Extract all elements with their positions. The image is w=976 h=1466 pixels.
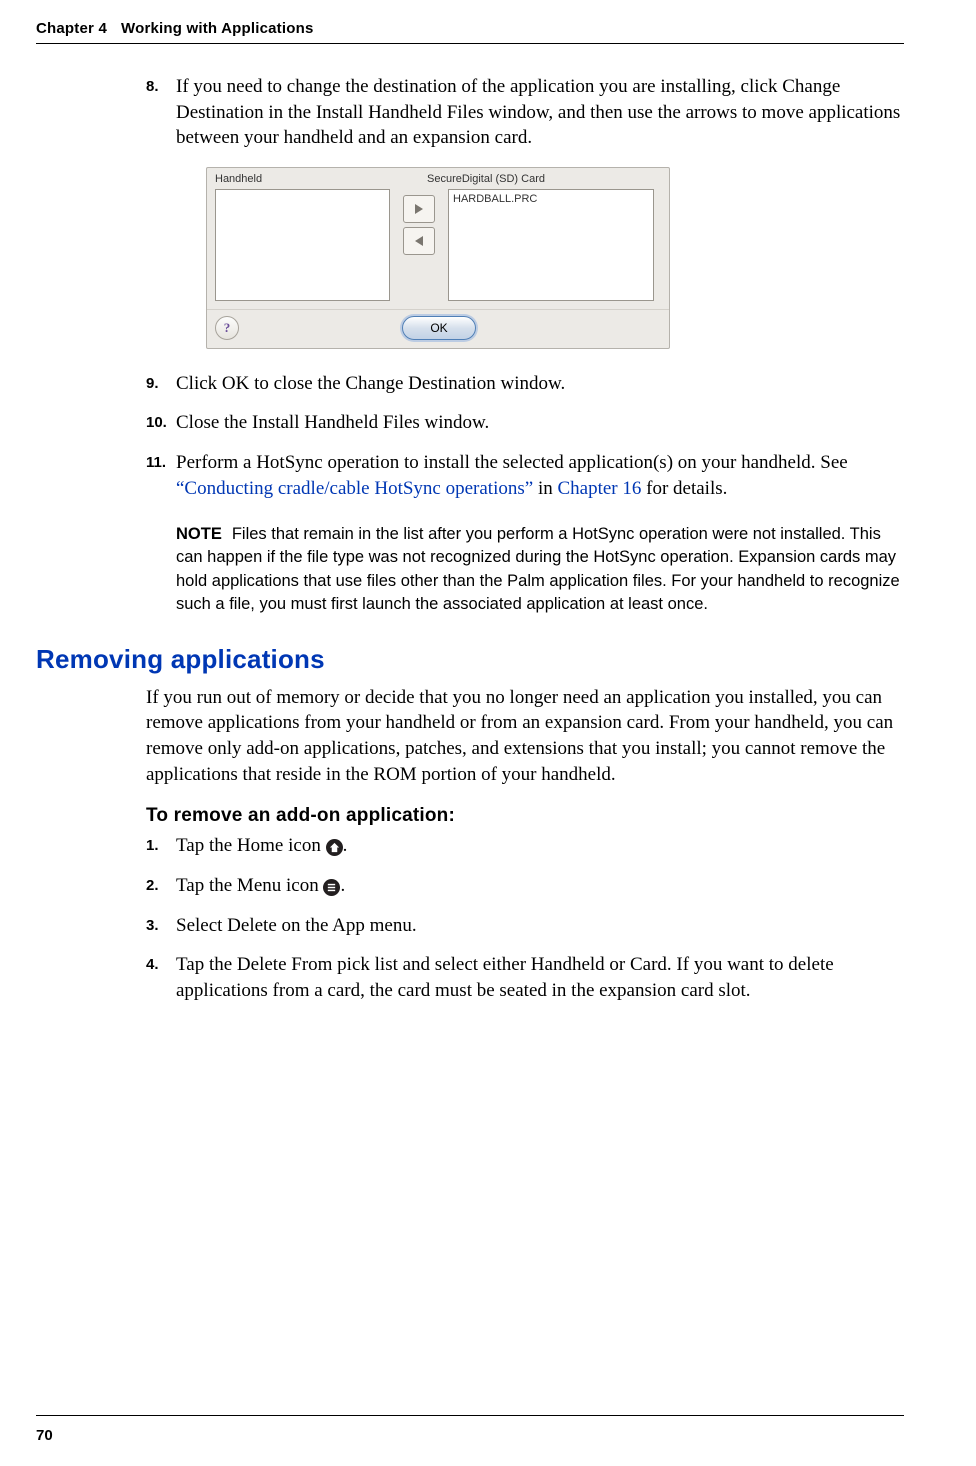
step-list-primary: 8. If you need to change the destination… [146,74,904,501]
chapter-title: Working with Applications [121,20,314,37]
step-number: 3. [146,913,159,936]
step-text-post: for details. [641,478,727,499]
note-block: NOTEFiles that remain in the list after … [176,523,904,615]
step-text: Close the Install Handheld Files window. [176,412,489,433]
sd-card-label: SecureDigital (SD) Card [427,172,545,187]
list-item: 3. Select Delete on the App menu. [146,913,904,939]
note-label: NOTE [176,525,222,543]
step-number: 4. [146,952,159,975]
card-listbox[interactable]: HARDBALL.PRC [448,189,654,301]
step-text: Select Delete on the App menu. [176,915,417,936]
ok-label: OK [430,320,447,336]
chapter-link[interactable]: Chapter 16 [557,478,641,499]
step-text: If you need to change the destination of… [176,76,900,148]
list-item[interactable]: HARDBALL.PRC [453,192,649,207]
menu-icon [323,879,340,896]
chapter-label: Chapter 4 [36,20,107,37]
help-button[interactable]: ? [215,316,239,340]
ok-button[interactable]: OK [402,316,476,340]
step-number: 1. [146,833,159,856]
section-heading: Removing applications [36,644,904,675]
move-left-button[interactable] [403,227,435,255]
step-number: 2. [146,873,159,896]
handheld-listbox[interactable] [215,189,390,301]
list-item: 9. Click OK to close the Change Destinat… [146,371,904,397]
list-item: 10. Close the Install Handheld Files win… [146,410,904,436]
triangle-right-icon [413,203,425,215]
step-number: 9. [146,371,159,394]
handheld-label: Handheld [215,172,427,187]
page-number: 70 [36,1427,53,1444]
question-icon: ? [224,319,231,337]
step-text-pre: Tap the Menu icon [176,875,323,896]
list-item: 8. If you need to change the destination… [146,74,904,349]
note-text: Files that remain in the list after you … [176,525,900,612]
triangle-left-icon [413,235,425,247]
step-number: 11. [146,450,166,473]
page-header: Chapter 4 Working with Applications [36,20,904,37]
step-text-pre: Perform a HotSync operation to install t… [176,452,848,473]
move-right-button[interactable] [403,195,435,223]
hotsync-link[interactable]: “Conducting cradle/cable HotSync operati… [176,478,533,499]
step-text-pre: Tap the Home icon [176,835,326,856]
list-item: 4. Tap the Delete From pick list and sel… [146,952,904,1003]
list-item: 11. Perform a HotSync operation to insta… [146,450,904,501]
change-destination-dialog: Handheld SecureDigital (SD) Card [206,167,904,349]
step-text: Tap the Delete From pick list and select… [176,954,834,1001]
step-list-remove: 1. Tap the Home icon . 2. Tap the Menu i… [146,833,904,1003]
list-item: 1. Tap the Home icon . [146,833,904,859]
step-text-post: . [343,835,348,856]
list-item: 2. Tap the Menu icon . [146,873,904,899]
footer-rule [36,1415,904,1416]
step-number: 10. [146,410,167,433]
header-rule [36,43,904,44]
step-number: 8. [146,74,159,97]
sub-heading: To remove an add-on application: [146,805,904,827]
section-paragraph: If you run out of memory or decide that … [146,685,904,788]
step-text-mid: in [533,478,557,499]
step-text-post: . [340,875,345,896]
step-text: Click OK to close the Change Destination… [176,373,565,394]
home-icon [326,839,343,856]
